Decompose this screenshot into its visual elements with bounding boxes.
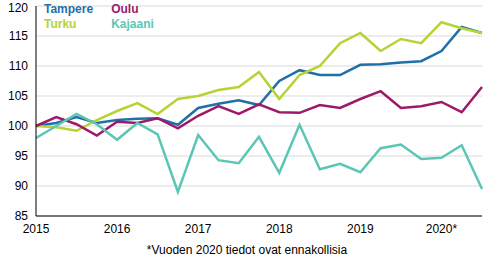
svg-text:2016: 2016 xyxy=(104,222,131,236)
html-text:Kajaani: Kajaani xyxy=(111,17,154,31)
svg-text:115: 115 xyxy=(9,29,28,43)
svg-text:2019: 2019 xyxy=(347,222,374,236)
html-text:Turku: Turku xyxy=(44,17,77,31)
svg-text:2020*: 2020* xyxy=(426,222,458,236)
svg-text:2017: 2017 xyxy=(185,222,212,236)
svg-text:85: 85 xyxy=(15,209,29,223)
html-text:Tampere: Tampere xyxy=(44,2,94,16)
svg-text:2015: 2015 xyxy=(23,222,50,236)
svg-text:120: 120 xyxy=(8,1,28,15)
svg-text:100: 100 xyxy=(8,119,28,133)
html-text:*Vuoden 2020 tiedot ovat ennak: *Vuoden 2020 tiedot ovat ennakollisia xyxy=(146,243,348,257)
svg-text:95: 95 xyxy=(15,149,29,163)
svg-text:110: 110 xyxy=(9,59,28,73)
html-text:Oulu: Oulu xyxy=(111,2,139,16)
svg-text:90: 90 xyxy=(15,179,29,193)
svg-text:105: 105 xyxy=(8,89,28,103)
svg-text:2018: 2018 xyxy=(266,222,293,236)
